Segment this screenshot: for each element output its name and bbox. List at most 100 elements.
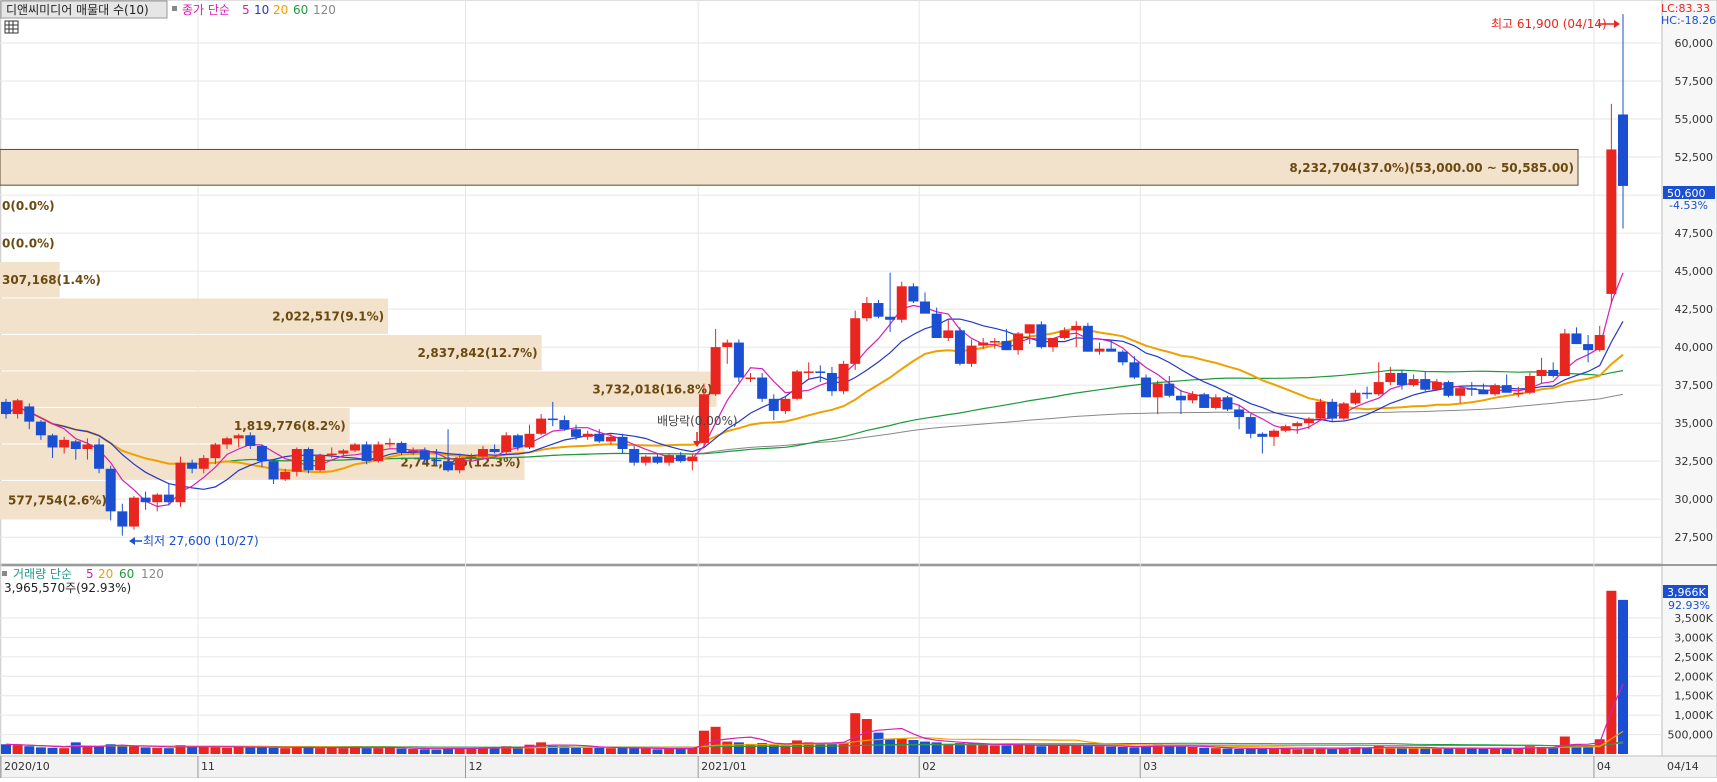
candle-body	[117, 511, 128, 527]
low-arrow-icon	[129, 537, 142, 545]
volume-bar	[920, 741, 931, 754]
volume-bar	[885, 739, 896, 754]
volume-bar	[163, 748, 174, 754]
volume-bar	[187, 746, 198, 754]
table-icon[interactable]	[4, 20, 19, 34]
candle-body	[1501, 385, 1512, 393]
volume-bar	[733, 742, 744, 754]
candlesticks	[1, 14, 1628, 536]
candle-body	[1548, 369, 1559, 377]
volume-bar	[826, 743, 837, 754]
candle-body	[1385, 372, 1396, 383]
candle-body	[826, 372, 837, 392]
current-price: 50,600	[1667, 187, 1706, 200]
volume-bar	[896, 738, 907, 754]
candle-body	[838, 363, 849, 392]
candle-body	[1536, 369, 1547, 377]
volume-bar	[1071, 745, 1082, 754]
volume-bar	[1443, 748, 1454, 754]
price-tick-label: 47,500	[1675, 227, 1714, 240]
price-tick-label: 40,000	[1675, 341, 1714, 354]
candle-body	[1478, 389, 1489, 395]
volume-bar	[373, 748, 384, 754]
volume-profile-label: 8,232,704(37.0%)(53,000.00 ~ 50,585.00)	[1289, 161, 1574, 175]
volume-bar	[59, 748, 70, 754]
candle-body	[571, 429, 582, 437]
price-tick-label: 37,500	[1675, 379, 1714, 392]
date-axis	[0, 755, 1717, 779]
candle-body	[1583, 344, 1594, 351]
candle-body	[1164, 383, 1175, 396]
candle-body	[1082, 325, 1093, 352]
candle-body	[24, 406, 35, 422]
candle-body	[1001, 341, 1012, 351]
volume-bar	[128, 746, 139, 754]
volume-bar	[1141, 745, 1152, 754]
volume-ma-lines	[5, 683, 1624, 750]
candle-body	[768, 398, 779, 411]
volume-bar	[117, 745, 128, 754]
volume-bar	[443, 747, 454, 754]
volume-profile-label: 0(0.0%)	[2, 237, 55, 251]
volume-bar	[1501, 748, 1512, 754]
candle-body	[873, 303, 884, 317]
ma60-line	[5, 369, 1624, 465]
volume-bar	[512, 746, 523, 754]
volume-bar	[838, 742, 849, 754]
date-label: 2021/01	[701, 760, 747, 773]
candle-body	[1559, 333, 1570, 377]
candle-body	[489, 449, 500, 453]
candle-body	[1234, 409, 1245, 418]
volume-bar	[12, 745, 23, 754]
current-price-tag	[1663, 186, 1715, 199]
candle-body	[1315, 401, 1326, 419]
candle-body	[152, 494, 163, 503]
vol-ma5-line	[5, 683, 1624, 750]
candle-body	[1524, 376, 1535, 393]
legend-marker	[2, 571, 7, 576]
candle-body	[12, 400, 23, 415]
volume-bar	[1106, 746, 1117, 754]
candle-body	[1, 401, 11, 415]
candle-body	[128, 497, 139, 527]
volume-bar	[1524, 746, 1535, 754]
candle-body	[1094, 348, 1105, 352]
volume-bar	[978, 744, 989, 754]
volume-bar	[687, 747, 698, 754]
candle-body	[163, 494, 174, 503]
volume-label: 거래량 단순	[13, 567, 72, 581]
candle-body	[1071, 325, 1082, 331]
volume-bar	[931, 742, 942, 754]
candle-body	[908, 286, 919, 302]
volume-bar	[210, 747, 221, 754]
ma-label: 종가 단순	[182, 3, 230, 17]
date-label: 03	[1143, 760, 1157, 773]
candle-body	[105, 468, 116, 512]
candle-body	[1013, 333, 1024, 351]
candle-body	[70, 441, 81, 449]
candle-body	[1210, 397, 1221, 408]
volume-profile-band	[0, 480, 111, 520]
candle-body	[1245, 417, 1256, 434]
candle-body	[35, 421, 46, 436]
dividend-arrow-icon	[693, 432, 701, 447]
candle-body	[338, 450, 349, 454]
candle-body	[710, 347, 721, 395]
candle-body	[1141, 377, 1152, 398]
date-label: 2020/10	[4, 760, 50, 773]
ma5-period: 5	[242, 3, 250, 17]
volume-bar	[1024, 745, 1035, 754]
volume-bar	[954, 743, 965, 754]
volume-profile-label: 307,168(1.4%)	[2, 273, 101, 287]
candle-body	[850, 318, 861, 364]
vol-ma20-period: 20	[98, 567, 113, 581]
price-tick-label: 27,500	[1675, 531, 1714, 544]
candle-body	[431, 459, 442, 462]
candle-body	[733, 342, 744, 378]
candle-body	[885, 316, 896, 320]
volume-bar	[1175, 746, 1186, 754]
volume-profile-band	[0, 371, 717, 407]
volume-bar	[1245, 748, 1256, 754]
volume-panel[interactable]	[0, 565, 1663, 757]
candle-body	[931, 313, 942, 338]
